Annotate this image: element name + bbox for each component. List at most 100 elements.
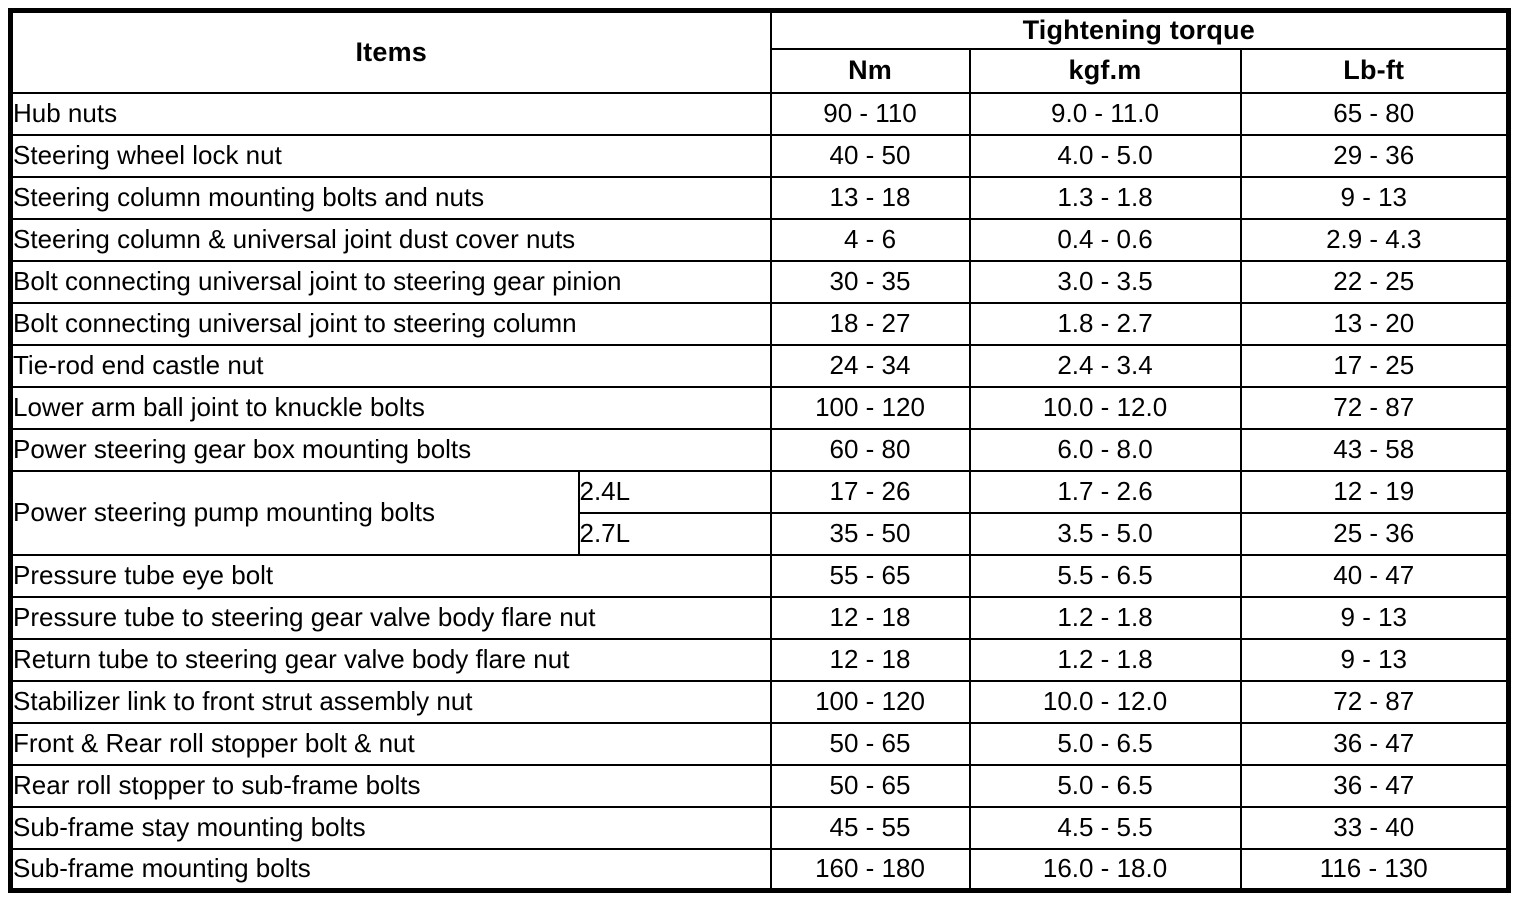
items-column-header: Items (9, 9, 772, 94)
table-row: Sub-frame mounting bolts 160 - 180 16.0 … (9, 847, 1510, 892)
lbft-value: 9 - 13 (1239, 595, 1510, 640)
item-cell: Stabilizer link to front strut assembly … (9, 679, 772, 724)
kgfm-value: 1.2 - 1.8 (968, 595, 1242, 640)
nm-value: 50 - 65 (769, 763, 971, 808)
kgfm-value: 3.5 - 5.0 (968, 511, 1242, 556)
lbft-value: 33 - 40 (1239, 805, 1510, 850)
item-cell: Rear roll stopper to sub-frame bolts (9, 763, 772, 808)
lbft-value: 72 - 87 (1239, 679, 1510, 724)
nm-value: 60 - 80 (769, 427, 971, 472)
lbft-value: 43 - 58 (1239, 427, 1510, 472)
item-cell: Pressure tube eye bolt (9, 553, 772, 598)
lbft-value: 17 - 25 (1239, 343, 1510, 388)
table-row: Stabilizer link to front strut assembly … (9, 679, 1510, 724)
kgfm-value: 5.0 - 6.5 (968, 721, 1242, 766)
table-row: Pressure tube eye bolt 55 - 65 5.5 - 6.5… (9, 553, 1510, 598)
lbft-value: 29 - 36 (1239, 133, 1510, 178)
unit-header-nm: Nm (769, 47, 971, 94)
kgfm-value: 1.7 - 2.6 (968, 469, 1242, 514)
lbft-value: 22 - 25 (1239, 259, 1510, 304)
nm-value: 12 - 18 (769, 637, 971, 682)
kgfm-value: 4.0 - 5.0 (968, 133, 1242, 178)
table-row: Steering wheel lock nut 40 - 50 4.0 - 5.… (9, 133, 1510, 178)
item-cell: Return tube to steering gear valve body … (9, 637, 772, 682)
nm-value: 17 - 26 (769, 469, 971, 514)
table-row: Power steering pump mounting bolts 2.4L … (9, 469, 1510, 556)
item-cell: Bolt connecting universal joint to steer… (9, 259, 772, 304)
kgfm-value: 2.4 - 3.4 (968, 343, 1242, 388)
item-cell: Steering column & universal joint dust c… (9, 217, 772, 262)
item-cell: Power steering pump mounting bolts (9, 469, 580, 556)
nm-value: 100 - 120 (769, 385, 971, 430)
kgfm-value: 10.0 - 12.0 (968, 679, 1242, 724)
kgfm-value: 1.2 - 1.8 (968, 637, 1242, 682)
table-row: Sub-frame stay mounting bolts 45 - 55 4.… (9, 805, 1510, 850)
lbft-value: 72 - 87 (1239, 385, 1510, 430)
nm-value: 55 - 65 (769, 553, 971, 598)
kgfm-value: 9.0 - 11.0 (968, 91, 1242, 136)
item-cell: Sub-frame mounting bolts (9, 847, 772, 892)
torque-spec-table: Items Tightening torque Nm kgf.m Lb-ft H… (8, 8, 1512, 893)
nm-value: 30 - 35 (769, 259, 971, 304)
item-cell: Bolt connecting universal joint to steer… (9, 301, 772, 346)
item-cell: Steering column mounting bolts and nuts (9, 175, 772, 220)
unit-header-kgfm: kgf.m (968, 47, 1242, 94)
nm-value: 40 - 50 (769, 133, 971, 178)
kgfm-value: 6.0 - 8.0 (968, 427, 1242, 472)
nm-value: 4 - 6 (769, 217, 971, 262)
table-row: Steering column mounting bolts and nuts … (9, 175, 1510, 220)
lbft-value: 65 - 80 (1239, 91, 1510, 136)
nm-value: 24 - 34 (769, 343, 971, 388)
kgfm-value: 1.3 - 1.8 (968, 175, 1242, 220)
nm-value: 160 - 180 (769, 847, 971, 892)
lbft-value: 116 - 130 (1239, 847, 1510, 892)
table-row: Bolt connecting universal joint to steer… (9, 259, 1510, 304)
table-row: 2.7L 35 - 50 3.5 - 5.0 25 - 36 (11, 511, 1510, 556)
kgfm-value: 0.4 - 0.6 (968, 217, 1242, 262)
lbft-value: 36 - 47 (1239, 763, 1510, 808)
item-cell: Hub nuts (9, 91, 772, 136)
kgfm-value: 5.0 - 6.5 (968, 763, 1242, 808)
table-row: Front & Rear roll stopper bolt & nut 50 … (9, 721, 1510, 766)
item-cell: Power steering gear box mounting bolts (9, 427, 772, 472)
lbft-value: 40 - 47 (1239, 553, 1510, 598)
nm-value: 100 - 120 (769, 679, 971, 724)
kgfm-value: 3.0 - 3.5 (968, 259, 1242, 304)
nm-value: 13 - 18 (769, 175, 971, 220)
item-cell: Pressure tube to steering gear valve bod… (9, 595, 772, 640)
tightening-torque-header: Tightening torque (769, 9, 1510, 50)
kgfm-value: 10.0 - 12.0 (968, 385, 1242, 430)
kgfm-value: 1.8 - 2.7 (968, 301, 1242, 346)
lbft-value: 25 - 36 (1239, 511, 1510, 556)
table-row: Tie-rod end castle nut 24 - 34 2.4 - 3.4… (9, 343, 1510, 388)
nm-value: 50 - 65 (769, 721, 971, 766)
nm-value: 35 - 50 (769, 511, 971, 556)
lbft-value: 36 - 47 (1239, 721, 1510, 766)
table-row: Lower arm ball joint to knuckle bolts 10… (9, 385, 1510, 430)
item-cell: Tie-rod end castle nut (9, 343, 772, 388)
nm-value: 12 - 18 (769, 595, 971, 640)
kgfm-value: 16.0 - 18.0 (968, 847, 1242, 892)
item-cell: Front & Rear roll stopper bolt & nut (9, 721, 772, 766)
unit-header-lbft: Lb-ft (1239, 47, 1510, 94)
engine-variant-cell: 2.7L (577, 511, 772, 556)
lbft-value: 9 - 13 (1239, 175, 1510, 220)
item-cell: Sub-frame stay mounting bolts (9, 805, 772, 850)
item-cell: Steering wheel lock nut (9, 133, 772, 178)
lbft-value: 9 - 13 (1239, 637, 1510, 682)
nm-value: 45 - 55 (769, 805, 971, 850)
nm-value: 18 - 27 (769, 301, 971, 346)
item-cell: Lower arm ball joint to knuckle bolts (9, 385, 772, 430)
lbft-value: 13 - 20 (1239, 301, 1510, 346)
table-row: Power steering gear box mounting bolts 6… (9, 427, 1510, 472)
kgfm-value: 4.5 - 5.5 (968, 805, 1242, 850)
table-row: Bolt connecting universal joint to steer… (9, 301, 1510, 346)
lbft-value: 2.9 - 4.3 (1239, 217, 1510, 262)
table-row: Steering column & universal joint dust c… (9, 217, 1510, 262)
table-row: Pressure tube to steering gear valve bod… (9, 595, 1510, 640)
lbft-value: 12 - 19 (1239, 469, 1510, 514)
table-row: Return tube to steering gear valve body … (9, 637, 1510, 682)
kgfm-value: 5.5 - 6.5 (968, 553, 1242, 598)
engine-variant-cell: 2.4L (577, 469, 772, 514)
